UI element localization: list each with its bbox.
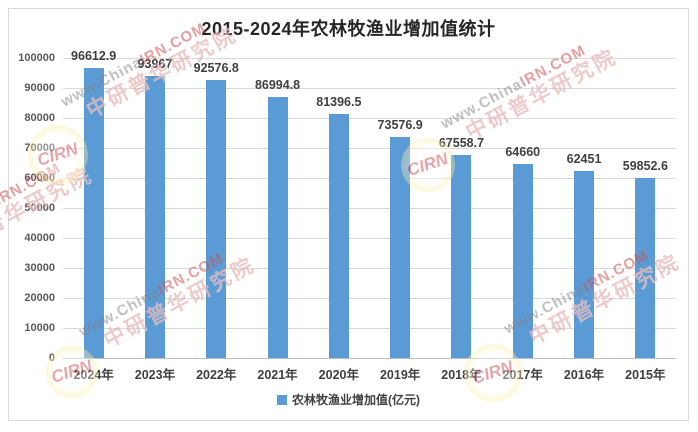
- x-axis-tick-label: 2022年: [196, 368, 237, 382]
- bar-value-label: 64660: [505, 145, 541, 160]
- bar: [390, 137, 411, 358]
- gridline: [63, 118, 676, 119]
- legend-marker-icon: [277, 394, 287, 405]
- chart-frame: 2015-2024年农林牧渔业增加值统计 100000 90000 80000 700…: [8, 8, 689, 421]
- y-axis-tick-label: 0: [48, 352, 55, 364]
- x-axis-tick-label: 2023年: [134, 368, 176, 382]
- gridline: [63, 238, 676, 239]
- bar-value-label: 92576.8: [193, 61, 239, 76]
- gridline: [63, 298, 676, 299]
- x-axis-tick-label: 2017年: [502, 368, 543, 382]
- legend: 农林牧渔业增加值(亿元): [9, 391, 688, 408]
- gridline: [63, 328, 676, 329]
- y-axis-tick-label: 100000: [18, 52, 55, 64]
- bar: [206, 80, 227, 358]
- y-axis-tick-label: 30000: [24, 262, 55, 274]
- x-axis-tick-label: 2021年: [257, 368, 298, 382]
- gridline: [63, 88, 676, 89]
- y-axis-tick-label: 40000: [24, 232, 55, 244]
- x-axis-tick-label: 2016年: [563, 368, 605, 382]
- gridline: [63, 268, 676, 269]
- y-axis-tick-label: 20000: [24, 292, 55, 304]
- gridline: [63, 58, 676, 59]
- plot-area: 100000 90000 80000 70000 60000 50000 40000 3000…: [9, 9, 688, 420]
- y-axis-tick-label: 50000: [24, 202, 55, 214]
- x-axis-tick-label: 2015年: [625, 368, 666, 382]
- bar-value-label: 59852.6: [622, 159, 668, 174]
- x-axis-line: [63, 358, 676, 359]
- bar-value-label: 73576.9: [377, 118, 423, 133]
- bar: [574, 170, 595, 358]
- y-axis-tick-label: 80000: [24, 112, 55, 124]
- legend-label: 农林牧渔业增加值(亿元): [292, 393, 420, 407]
- y-axis-tick-label: 70000: [24, 142, 55, 154]
- chart-title: 2015-2024年农林牧渔业增加值统计: [201, 19, 496, 39]
- bar-value-label: 93967: [137, 57, 173, 72]
- gridline: [63, 178, 676, 179]
- bar-value-label: 86994.8: [254, 78, 301, 92]
- bar: [144, 76, 165, 358]
- x-axis-tick-label: 2019年: [379, 368, 421, 382]
- y-axis-tick-label: 10000: [24, 322, 55, 334]
- bar-value-label: 81396.5: [316, 94, 362, 109]
- bar: [328, 113, 349, 358]
- bar-value-label: 96612.9: [71, 49, 117, 64]
- bar: [512, 164, 533, 358]
- bar: [451, 155, 472, 358]
- y-axis-tick-label: 90000: [24, 82, 55, 94]
- y-axis-tick-label: 60000: [24, 172, 55, 184]
- x-axis-tick-label: 2020年: [318, 368, 359, 382]
- bar: [635, 178, 656, 358]
- gridline: [63, 208, 676, 209]
- bar: [267, 97, 288, 358]
- x-axis-tick-label: 2018年: [441, 368, 482, 382]
- bar-value-label: 67558.7: [438, 136, 485, 151]
- bar: [83, 68, 104, 358]
- x-axis-tick-label: 2024年: [73, 368, 114, 382]
- gridline: [63, 148, 676, 149]
- bar-value-label: 62451: [566, 151, 602, 166]
